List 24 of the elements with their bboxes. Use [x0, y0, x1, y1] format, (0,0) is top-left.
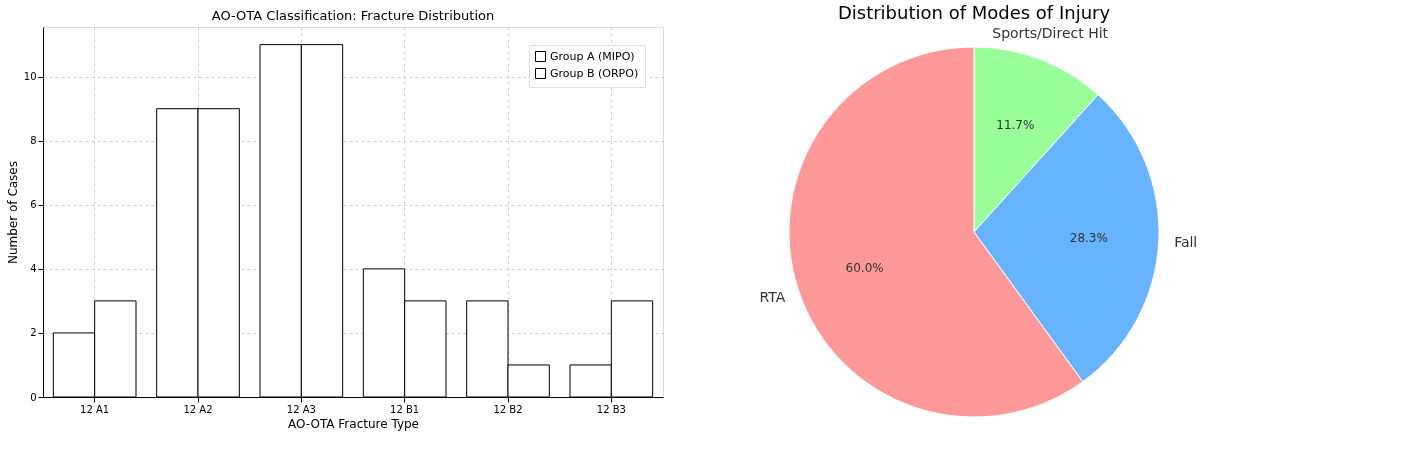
chart-title: AO-OTA Classification: Fracture Distribution [211, 8, 495, 23]
data-label: 60.0% [845, 260, 884, 275]
x-tick-label: 12 A3 [286, 403, 316, 415]
y-tick-label: 6 [30, 199, 37, 211]
y-tick-label: 8 [30, 135, 37, 147]
chart-title: Distribution of Modes of Injury [837, 2, 1111, 23]
x-tick-label: 12 B3 [596, 403, 626, 415]
x-tick-label: 12 B2 [493, 403, 523, 415]
x-tick-label: 12 B1 [390, 403, 420, 415]
legend-label: Group A (MIPO) [550, 49, 635, 63]
slice-label: RTA [759, 288, 786, 305]
y-tick-label: 2 [30, 327, 37, 339]
y-axis-title: Number of Cases [5, 160, 20, 265]
x-tick-label: 12 A2 [183, 403, 213, 415]
x-axis-title: AO-OTA Fracture Type [288, 416, 419, 431]
x-tick-label: 12 A1 [80, 403, 110, 415]
data-label: 11.7% [996, 117, 1035, 132]
slice-label: Fall [1174, 234, 1198, 251]
data-label: 28.3% [1069, 231, 1108, 246]
y-tick-label: 10 [23, 71, 37, 83]
legend-label: Group B (ORPO) [550, 66, 639, 80]
slice-label: Sports/Direct Hit [992, 25, 1109, 42]
y-tick-label: 0 [30, 391, 37, 403]
y-tick-label: 4 [30, 263, 37, 275]
